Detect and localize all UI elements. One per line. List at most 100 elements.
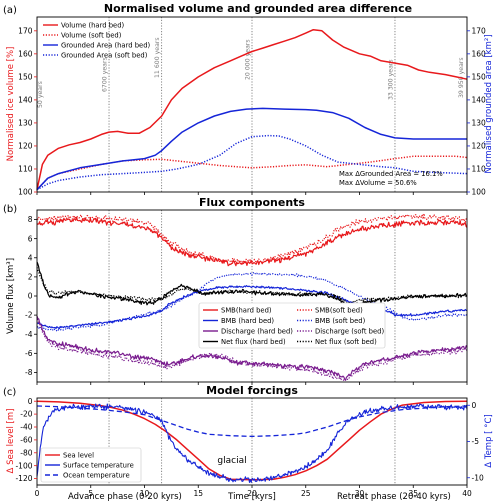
panel-b-ylabel: Volume flux [km³] [6, 258, 16, 334]
panel-a-legend-label-1: Volume (soft bed) [61, 31, 122, 39]
panel-b-series-0 [36, 216, 468, 267]
panel-a-ylabel-left: Normalised ice volume [%] [6, 47, 16, 162]
vline-annotation-2: 11 600 years [154, 37, 161, 78]
panel-a-series-2 [36, 107, 467, 191]
panel-b-y-tick-label-5: 2 [28, 272, 33, 281]
panel-a-yright-tick-label-7: 170 [472, 26, 487, 35]
panel-b-legend-label-2: BMB (hard bed) [221, 317, 274, 325]
panel-c-series [36, 400, 468, 483]
panel-b-y-tick-label-8: 8 [28, 215, 33, 224]
x-axis-label: Time [kyrs] [227, 492, 276, 502]
vline-annotation-1: 6700 years [102, 57, 109, 92]
phase-left-label: Advance phase (0-20 kyrs) [68, 492, 182, 502]
panel-b-legend-label-1: SMB(soft bed) [315, 306, 363, 314]
panel-b-legend-label-6: Net flux (hard bed) [221, 338, 286, 346]
panel-b-legend-label-7: Net flux (soft bed) [315, 338, 377, 346]
panel-a-yleft-tick-label-7: 170 [18, 26, 33, 35]
panel-b-series-5 [36, 316, 468, 382]
panel-c-legend-box [40, 447, 142, 483]
panel-a-yright-tick-label-5: 150 [472, 72, 487, 81]
panel-c-yright-tick-label-0: -10 [472, 473, 484, 482]
panel-b-series-4 [36, 316, 468, 381]
panel-a-title: Normalised volume and grounded area diff… [104, 2, 412, 15]
panel-b-legend-label-5: Discharge (soft bed) [315, 327, 384, 335]
panel-b-legend-label-0: SMB(hard bed) [221, 306, 272, 314]
panel-b-y-tick-label-1: -6 [25, 349, 33, 358]
panel-a-yleft-tick-label-3: 130 [18, 119, 33, 128]
vline-annotation-0: 50 years [37, 81, 44, 108]
panel-a-yleft-tick-label-5: 150 [18, 72, 33, 81]
vline-annotation-4: 33 300 years [388, 59, 395, 100]
panel-a-yright-tick-label-1: 110 [472, 165, 487, 174]
x-tick-label-8: 40 [462, 489, 472, 498]
x-tick-label-7: 35 [408, 489, 418, 498]
panel-a-yleft-tick-label-0: 100 [18, 188, 33, 197]
panel-c: Model forcings (c) 0 5 10 15 20 25 30 35 40 -120 -… [3, 384, 494, 498]
panel-a: Normalised volume and grounded area diff… [3, 2, 494, 197]
panel-a-legend-label-2: Grounded Area (hard bed) [61, 41, 151, 49]
panel-c-legend-label-2: Ocean temperature [63, 471, 130, 479]
panel-c-yleft-tick-label-5: -20 [20, 410, 32, 419]
panel-c-legend-label-1: Surface temperature [63, 461, 134, 469]
panel-b-series-7 [36, 267, 468, 305]
panel-b-y-tick-label-7: 6 [28, 234, 33, 243]
panel-c-legend-label-0: Sea level [63, 451, 94, 459]
panel-a-yright-tick-label-2: 120 [472, 142, 487, 151]
panel-b-y-tick-label-3: -2 [25, 311, 33, 320]
panel-a-yleft-tick-label-2: 120 [18, 142, 33, 151]
panel-a-yright-tick-label-3: 130 [472, 119, 487, 128]
panel-c-yleft-tick-label-3: -60 [20, 435, 32, 444]
panel-b-legend-label-3: BMB (soft bed) [315, 317, 366, 325]
panel-b-legend-box [198, 302, 386, 349]
panel-c-ticks: 0 5 10 15 20 25 30 35 40 -120 -100 -80 -60 -40 -20 0 -10… [15, 397, 484, 498]
panel-b-vlines [108, 210, 396, 382]
panel-c-series-1 [36, 403, 468, 483]
panel-a-ticks: 100 110 120 130 140 150 160 170 100 110 120 130 140 1… [18, 26, 486, 196]
panel-a-yleft-tick-label-1: 110 [18, 165, 33, 174]
panel-c-title: Model forcings [206, 384, 298, 397]
phase-right-label: Retreat phase (20-40 kyrs) [337, 492, 451, 502]
panel-a-label: (a) [3, 5, 17, 16]
panel-a-yright-tick-label-0: 100 [472, 188, 487, 197]
panel-a-series [36, 28, 468, 191]
panel-a-series-0 [36, 28, 468, 190]
panel-c-yleft-tick-label-4: -40 [20, 423, 32, 432]
panel-b-series [36, 212, 468, 382]
x-tick-label-3: 15 [193, 489, 203, 498]
x-tick-label-1: 5 [88, 489, 93, 498]
panel-c-ylabel-right: Δ Temp [ °C] [484, 414, 494, 467]
panel-c-ylabel-left: Δ Sea level [m] [6, 409, 16, 474]
panel-b-legend: SMB(hard bed) SMB(soft bed) BMB (hard bed)… [198, 302, 386, 349]
panel-a-legend: Volume (hard bed) Volume (soft bed) Ground… [43, 21, 151, 59]
panel-a-legend-label-3: Grounded Area (soft bed) [61, 51, 148, 59]
panel-b-y-tick-label-4: 0 [28, 292, 33, 301]
panel-a-info-1: Max ΔGrounded Area = 16.1% [339, 170, 443, 178]
panel-a-info-2: Max ΔVolume = 50.6% [339, 179, 417, 187]
glacial-annotation: glacial [217, 456, 246, 466]
x-tick-label-2: 10 [140, 489, 150, 498]
x-tick-label-0: 0 [35, 489, 40, 498]
panel-b-label: (b) [3, 204, 17, 215]
panel-c-yleft-tick-label-0: -120 [15, 474, 32, 483]
x-tick-label-4: 20 [247, 489, 257, 498]
vline-annotation-3: 20 000 years [245, 39, 252, 80]
panel-b-legend-label-4: Discharge (hard bed) [221, 327, 293, 335]
panel-b-series-3 [36, 272, 468, 332]
panel-a-yleft-tick-label-6: 160 [18, 49, 33, 58]
panel-c-yright-tick-label-2: 0 [472, 401, 477, 410]
x-tick-label-5: 25 [301, 489, 311, 498]
panel-a-yright-tick-label-4: 140 [472, 95, 487, 104]
panel-c-yright-tick-label-1: -5 [472, 437, 480, 446]
panel-b-title: Flux components [199, 196, 305, 209]
panel-b-ticks: -8 -6 -4 -2 0 2 4 6 8 [25, 215, 468, 385]
panel-a-series-3 [36, 134, 468, 191]
panel-c-label: (c) [3, 387, 16, 398]
panel-b-y-tick-label-0: -8 [25, 368, 33, 377]
panel-b-y-tick-label-6: 4 [28, 253, 33, 262]
panel-c-yleft-tick-label-2: -80 [20, 448, 32, 457]
panel-c-vlines [108, 398, 396, 485]
x-tick-label-6: 30 [355, 489, 365, 498]
panel-b-series-2 [36, 285, 468, 330]
panel-c-yleft-tick-label-1: -100 [15, 461, 32, 470]
